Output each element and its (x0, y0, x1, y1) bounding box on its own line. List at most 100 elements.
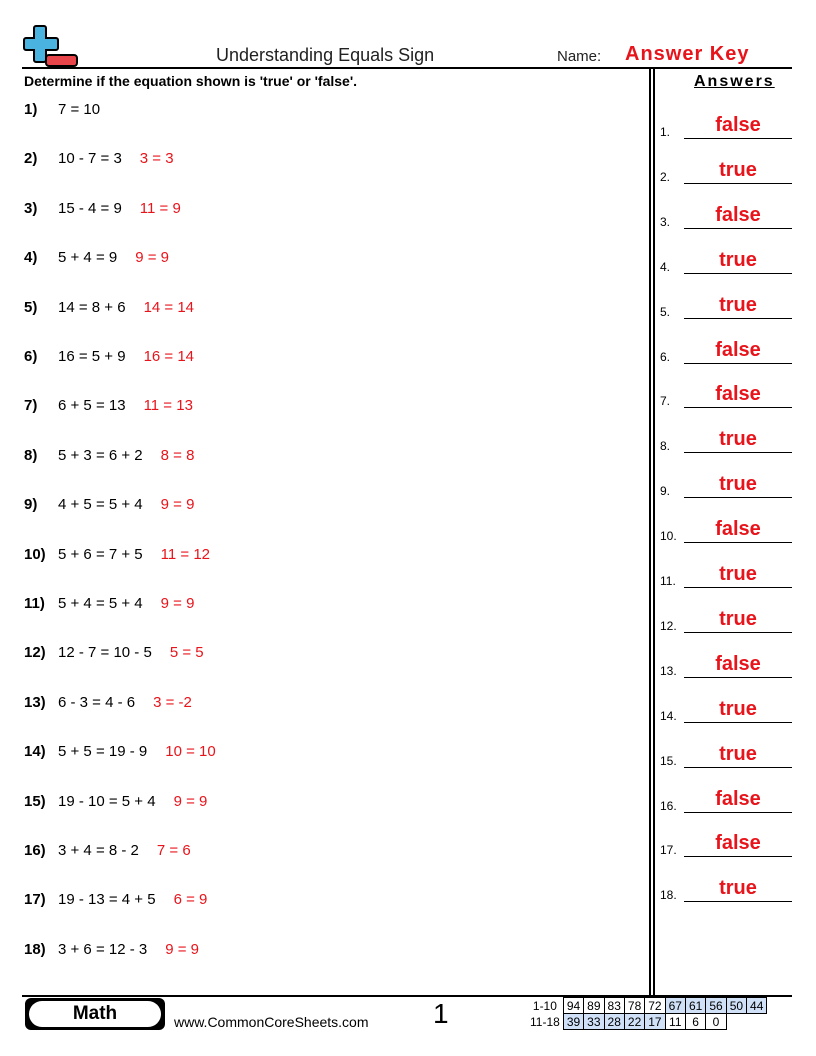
problem-item: 15) 19 - 10 = 5 + 4 9 = 9 (24, 793, 207, 810)
answer-value: true (719, 563, 757, 585)
answer-number: 10. (660, 529, 677, 544)
worked-solution: 9 = 9 (160, 496, 195, 514)
problem-item: 10) 5 + 6 = 7 + 5 11 = 12 (24, 546, 210, 563)
answer-value: false (715, 338, 761, 361)
answer-item: 18. true (660, 877, 792, 903)
answer-number: 4. (660, 259, 671, 274)
problem-item: 16) 3 + 4 = 8 - 2 7 = 6 (24, 842, 191, 859)
problem-item: 9) 4 + 5 = 5 + 4 9 = 9 (24, 496, 194, 513)
answer-number: 8. (660, 439, 671, 454)
problem-item: 1) 7 = 10 (24, 101, 100, 118)
answer-line (684, 317, 792, 319)
answer-item: 16. false (660, 788, 792, 813)
site-url: www.CommonCoreSheets.com (174, 1014, 369, 1030)
equation: 4 + 5 = 5 + 4 (58, 496, 143, 514)
score-cell: 17 (644, 1013, 666, 1030)
problem-item: 17) 19 - 13 = 4 + 5 6 = 9 (24, 891, 207, 908)
worked-solution: 6 = 9 (173, 891, 208, 909)
equation: 16 = 5 + 9 (58, 348, 126, 365)
equation: 6 + 5 = 13 (58, 397, 126, 415)
answer-value: true (719, 428, 757, 451)
answer-value: false (715, 114, 761, 136)
answer-value: true (719, 697, 757, 720)
equation: 5 + 3 = 6 + 2 (58, 446, 143, 464)
equation: 10 - 7 = 3 (58, 150, 122, 168)
worked-solution: 9 = 9 (135, 249, 169, 267)
answer-number: 14. (660, 708, 677, 723)
answer-number: 13. (660, 663, 677, 678)
problem-item: 8) 5 + 3 = 6 + 2 8 = 8 (24, 447, 194, 464)
problem-number: 6) (24, 348, 38, 365)
answer-line (684, 362, 792, 364)
problem-number: 14) (24, 743, 46, 761)
answer-number: 16. (660, 798, 677, 813)
equation: 7 = 10 (58, 101, 101, 118)
problem-item: 4) 5 + 4 = 9 9 = 9 (24, 249, 169, 266)
equation: 6 - 3 = 4 - 6 (58, 693, 136, 711)
score-cell: 67 (664, 997, 686, 1014)
problem-number: 16) (24, 842, 46, 859)
answer-item: 14. true (660, 697, 792, 723)
worked-solution: 9 = 9 (173, 792, 208, 810)
answer-item: 10. false (660, 518, 792, 544)
instructions: Determine if the equation shown is 'true… (24, 73, 358, 89)
problem-number: 8) (24, 446, 38, 464)
answer-item: 15. true (660, 743, 792, 768)
score-row: 11-18 39 33 28 22 17 11 6 0 (530, 1013, 767, 1030)
answer-number: 2. (660, 169, 671, 184)
score-cell: 89 (583, 997, 605, 1014)
header-divider (22, 67, 792, 69)
score-row-label: 11-18 (530, 1014, 560, 1029)
answer-item: 1. false (660, 114, 792, 139)
problem-number: 7) (24, 397, 38, 415)
problem-item: 14) 5 + 5 = 19 - 9 10 = 10 (24, 743, 216, 760)
problem-number: 13) (24, 693, 46, 711)
worked-solution: 5 = 5 (169, 644, 204, 662)
page-number: 1 (433, 998, 449, 1029)
answer-line (684, 272, 792, 274)
score-row: 1-10 94 89 83 78 72 67 61 56 50 44 (530, 997, 768, 1014)
answer-item: 8. true (660, 428, 792, 454)
problem-number: 2) (24, 150, 38, 168)
answer-line (684, 811, 792, 813)
worked-solution: 3 = -2 (153, 693, 192, 711)
worked-solution: 7 = 6 (156, 842, 191, 859)
worked-solution: 10 = 10 (165, 743, 216, 761)
answer-number: 17. (660, 843, 677, 858)
equation: 3 + 6 = 12 - 3 (58, 940, 148, 958)
answer-item: 5. true (660, 294, 792, 319)
answer-value: true (719, 473, 757, 496)
answer-number: 3. (660, 214, 671, 229)
problem-number: 4) (24, 249, 38, 267)
score-cell: 6 (684, 1013, 707, 1030)
problem-item: 12) 12 - 7 = 10 - 5 5 = 5 (24, 644, 204, 661)
answer-item: 2. true (660, 159, 792, 184)
worked-solution: 9 = 9 (165, 940, 200, 958)
problem-number: 10) (24, 545, 46, 563)
answer-value: true (719, 877, 757, 900)
worked-solution: 14 = 14 (143, 298, 195, 316)
answer-line (684, 901, 792, 903)
answer-line (684, 182, 792, 184)
score-cell: 33 (583, 1013, 605, 1030)
problem-number: 5) (24, 298, 38, 316)
answer-number: 1. (660, 125, 671, 139)
problem-item: 18) 3 + 6 = 12 - 3 9 = 9 (24, 941, 199, 958)
worked-solution: 11 = 12 (160, 545, 211, 563)
answer-line (684, 856, 792, 858)
answer-line (684, 407, 792, 409)
score-cell: 83 (603, 997, 625, 1014)
answer-line (684, 542, 792, 544)
answer-line (684, 721, 792, 723)
score-cell: 28 (603, 1013, 625, 1030)
equation: 19 - 13 = 4 + 5 (58, 891, 156, 909)
answer-value: true (719, 607, 757, 630)
footer-divider (22, 995, 792, 997)
score-table: 1-10 94 89 83 78 72 67 61 56 50 44 11-18 39 33 28 22 17 1… (530, 997, 768, 1030)
answer-value: false (715, 832, 761, 855)
answer-number: 11. (660, 574, 676, 588)
equation: 15 - 4 = 9 (58, 199, 122, 217)
equation: 12 - 7 = 10 - 5 (58, 644, 152, 662)
equation: 5 + 6 = 7 + 5 (58, 545, 143, 563)
answer-number: 9. (660, 484, 671, 499)
